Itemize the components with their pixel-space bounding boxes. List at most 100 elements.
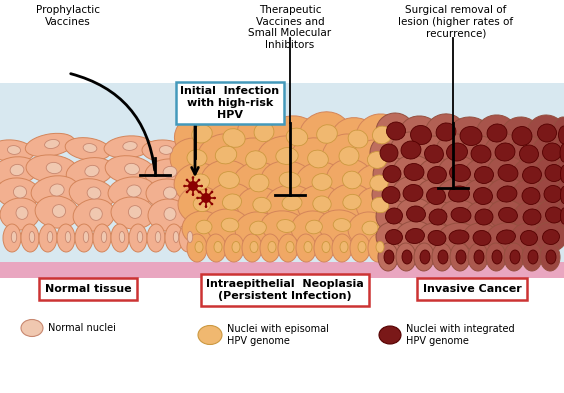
Ellipse shape [261, 161, 315, 201]
Ellipse shape [0, 157, 38, 185]
Ellipse shape [447, 143, 468, 161]
Ellipse shape [386, 230, 403, 244]
Ellipse shape [379, 326, 401, 344]
Ellipse shape [306, 220, 323, 234]
Ellipse shape [11, 231, 17, 242]
Ellipse shape [418, 223, 454, 253]
Ellipse shape [279, 172, 301, 188]
Ellipse shape [486, 223, 524, 251]
Ellipse shape [268, 116, 322, 160]
Ellipse shape [460, 127, 482, 145]
Ellipse shape [145, 159, 191, 187]
Ellipse shape [448, 186, 469, 202]
Ellipse shape [343, 195, 361, 209]
Ellipse shape [497, 186, 517, 202]
Ellipse shape [474, 250, 484, 264]
Ellipse shape [474, 187, 492, 204]
Circle shape [198, 191, 200, 193]
Circle shape [211, 203, 213, 205]
Circle shape [205, 188, 208, 191]
Ellipse shape [535, 156, 564, 190]
Ellipse shape [402, 250, 412, 264]
Ellipse shape [376, 200, 410, 232]
Ellipse shape [282, 195, 302, 211]
Ellipse shape [193, 196, 211, 211]
Text: Surgical removal of
lesion (higher rates of
recurrence): Surgical removal of lesion (higher rates… [398, 5, 514, 38]
Ellipse shape [104, 136, 152, 158]
Ellipse shape [333, 219, 351, 231]
Ellipse shape [425, 145, 443, 163]
Ellipse shape [436, 123, 456, 141]
Ellipse shape [399, 116, 441, 154]
Ellipse shape [29, 231, 35, 242]
Ellipse shape [296, 234, 316, 262]
Ellipse shape [536, 199, 564, 231]
Ellipse shape [428, 230, 446, 246]
Ellipse shape [73, 199, 115, 231]
Ellipse shape [187, 234, 207, 262]
Ellipse shape [440, 200, 480, 230]
Ellipse shape [65, 231, 70, 242]
Ellipse shape [498, 164, 518, 182]
Circle shape [213, 197, 216, 199]
Circle shape [199, 203, 201, 205]
Ellipse shape [314, 234, 334, 262]
Ellipse shape [223, 129, 245, 147]
Ellipse shape [308, 150, 328, 168]
Ellipse shape [206, 234, 226, 262]
Ellipse shape [46, 162, 62, 174]
Ellipse shape [475, 209, 493, 225]
Ellipse shape [356, 114, 404, 158]
Ellipse shape [249, 174, 269, 192]
Ellipse shape [85, 165, 99, 177]
Ellipse shape [390, 132, 430, 168]
Circle shape [192, 176, 195, 179]
Circle shape [205, 205, 208, 208]
Ellipse shape [232, 241, 240, 253]
Ellipse shape [401, 141, 421, 159]
Ellipse shape [386, 122, 406, 140]
Ellipse shape [221, 218, 239, 232]
Ellipse shape [222, 194, 241, 210]
Ellipse shape [527, 115, 564, 151]
Ellipse shape [0, 198, 40, 230]
Ellipse shape [313, 196, 331, 212]
Ellipse shape [356, 187, 400, 225]
Text: Initial  Infection
with high-risk
HPV: Initial Infection with high-risk HPV [180, 86, 280, 119]
Ellipse shape [174, 163, 222, 203]
Ellipse shape [386, 208, 403, 224]
Ellipse shape [242, 234, 262, 262]
Ellipse shape [407, 206, 425, 222]
Ellipse shape [52, 205, 65, 217]
Ellipse shape [204, 116, 259, 162]
Ellipse shape [201, 160, 253, 202]
Ellipse shape [376, 222, 410, 252]
Ellipse shape [512, 158, 550, 192]
Ellipse shape [90, 208, 102, 220]
Text: Normal nuclei: Normal nuclei [48, 323, 116, 333]
Ellipse shape [552, 117, 564, 153]
Ellipse shape [513, 201, 549, 233]
Ellipse shape [108, 177, 156, 207]
Ellipse shape [428, 167, 447, 184]
Ellipse shape [492, 250, 502, 264]
Ellipse shape [546, 250, 556, 264]
Ellipse shape [250, 221, 266, 235]
Ellipse shape [197, 134, 251, 178]
Ellipse shape [250, 241, 258, 253]
Ellipse shape [322, 134, 372, 180]
Ellipse shape [496, 230, 515, 244]
Ellipse shape [373, 157, 409, 191]
Ellipse shape [429, 209, 447, 225]
Ellipse shape [487, 124, 507, 142]
Ellipse shape [198, 325, 222, 345]
Ellipse shape [291, 211, 333, 245]
Ellipse shape [521, 230, 537, 246]
Ellipse shape [393, 155, 433, 189]
Ellipse shape [432, 243, 452, 271]
Ellipse shape [558, 126, 564, 144]
Ellipse shape [164, 187, 177, 199]
Ellipse shape [137, 231, 143, 242]
Ellipse shape [468, 243, 488, 271]
Text: Nuclei with episomal
HPV genome: Nuclei with episomal HPV genome [227, 324, 329, 346]
